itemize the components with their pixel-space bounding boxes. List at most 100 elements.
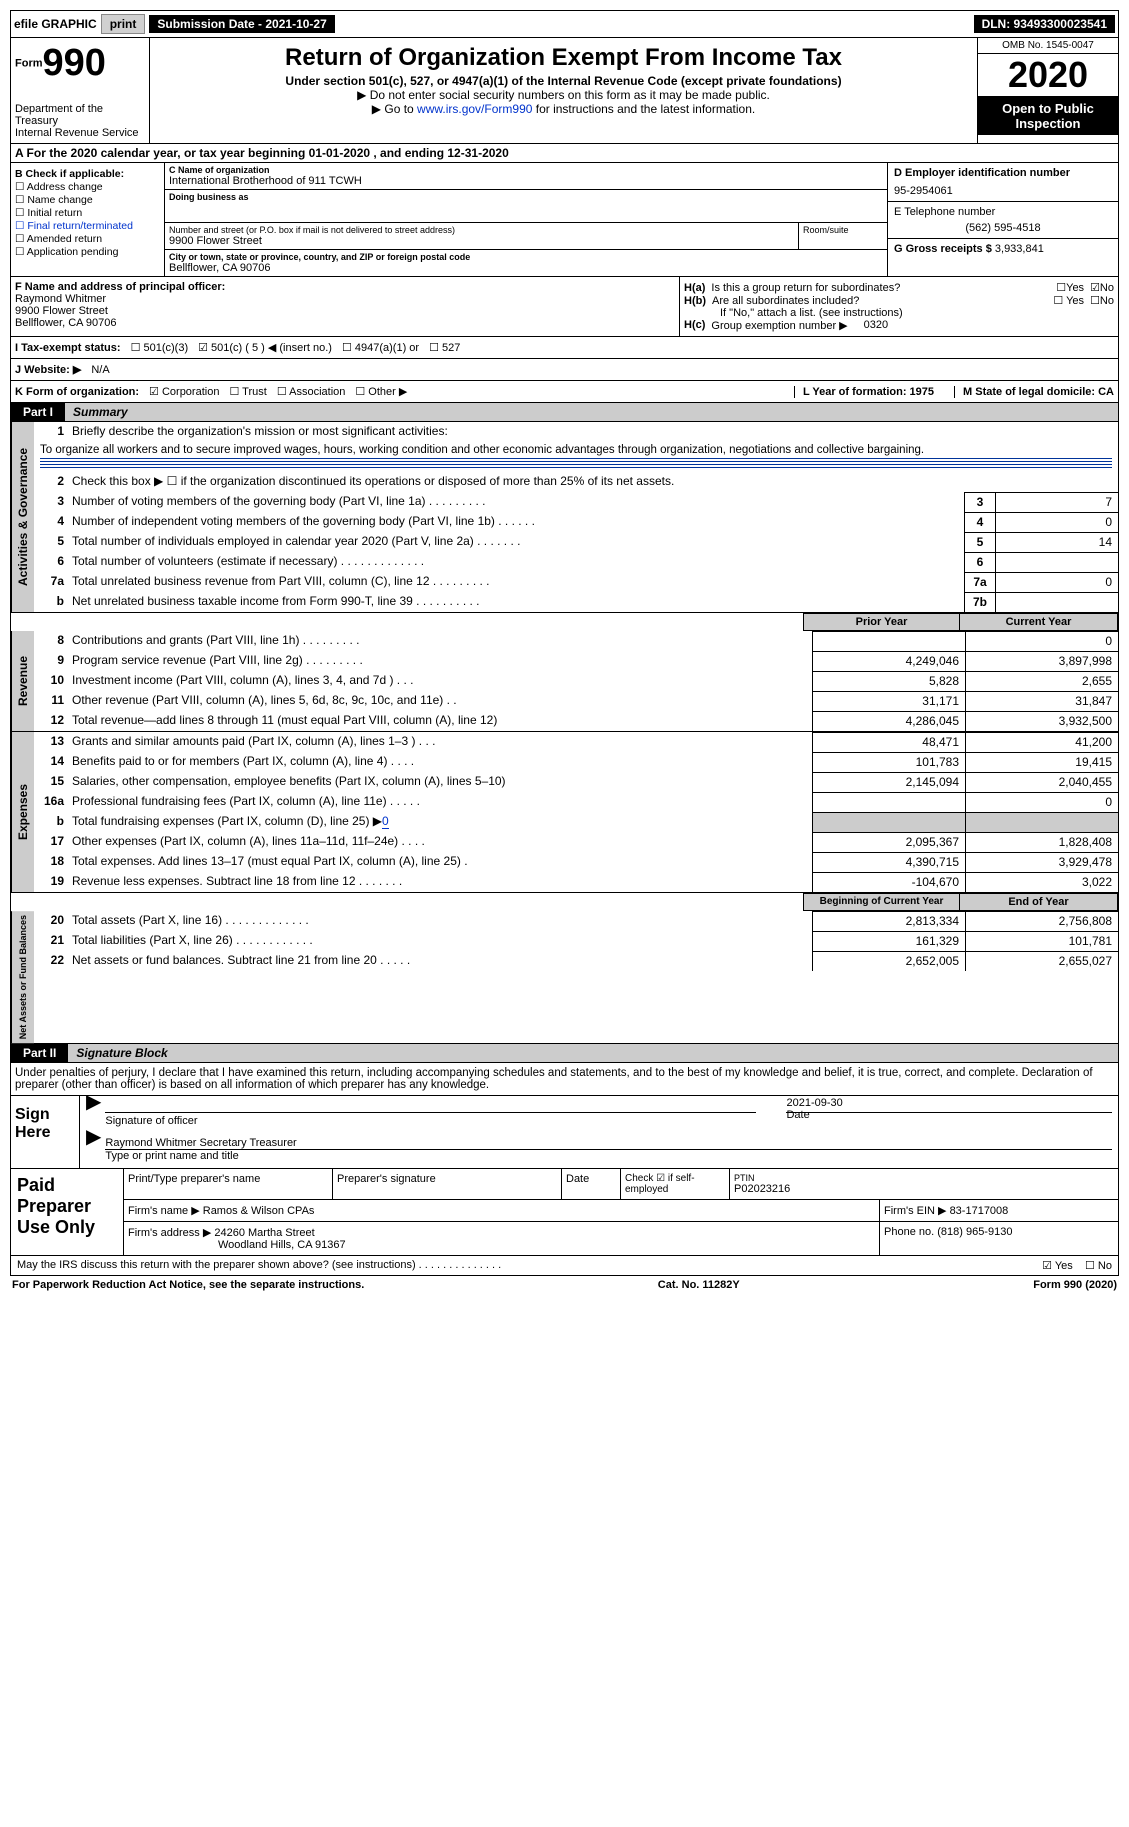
cb-address-change[interactable]: ☐ Address change	[15, 181, 160, 193]
ein-label: D Employer identification number	[894, 167, 1112, 179]
ha-no[interactable]: ☑No	[1090, 281, 1114, 294]
l21-curr: 101,781	[965, 931, 1118, 951]
l14-prior: 101,783	[812, 752, 965, 772]
title-box: Return of Organization Exempt From Incom…	[150, 38, 977, 143]
hdr-prior-year: Prior Year	[803, 613, 959, 631]
form-subtitle: Under section 501(c), 527, or 4947(a)(1)…	[154, 74, 973, 88]
l12-desc: Total revenue—add lines 8 through 11 (mu…	[68, 711, 812, 731]
part1-header: Part I Summary	[10, 403, 1119, 422]
arrow-icon: ▶	[86, 1102, 101, 1127]
firm-name-lbl: Firm's name ▶	[128, 1205, 200, 1217]
l22-curr: 2,655,027	[965, 951, 1118, 971]
arrow-icon: ▶	[86, 1137, 101, 1162]
l1-num: 1	[34, 422, 68, 442]
k-assoc[interactable]: ☐ Association	[277, 385, 346, 398]
year-box: OMB No. 1545-0047 2020 Open to Public In…	[977, 38, 1118, 143]
cb-final-return[interactable]: ☐ Final return/terminated	[15, 220, 160, 232]
l16b-num: b	[34, 812, 68, 832]
discuss-no[interactable]: ☐ No	[1085, 1260, 1112, 1272]
l12-curr: 3,932,500	[965, 711, 1118, 731]
l21-prior: 161,329	[812, 931, 965, 951]
submission-date: Submission Date - 2021-10-27	[149, 15, 334, 33]
sig-date-label: Date	[786, 1109, 809, 1121]
l4-val: 0	[995, 512, 1118, 532]
f-name: Raymond Whitmer	[15, 293, 675, 305]
k-other[interactable]: ☐ Other ▶	[355, 385, 407, 398]
k-trust[interactable]: ☐ Trust	[229, 385, 266, 398]
block-expenses: Expenses 13Grants and similar amounts pa…	[10, 732, 1119, 893]
sign-here-block: Sign Here ▶ Signature of officer 2021-09…	[10, 1096, 1119, 1169]
print-button[interactable]: print	[101, 14, 146, 34]
block-revenue: Revenue 8Contributions and grants (Part …	[10, 631, 1119, 732]
pp-self-emp[interactable]: Check ☑ if self-employed	[621, 1169, 730, 1199]
l12-prior: 4,286,045	[812, 711, 965, 731]
i-501c[interactable]: ☑ 501(c) ( 5 ) ◀ (insert no.)	[198, 341, 332, 354]
l14-curr: 19,415	[965, 752, 1118, 772]
l13-prior: 48,471	[812, 732, 965, 752]
side-revenue: Revenue	[11, 631, 34, 731]
org-name-label: C Name of organization	[169, 165, 883, 175]
i-527[interactable]: ☐ 527	[429, 341, 460, 354]
cb-app-pending[interactable]: ☐ Application pending	[15, 246, 160, 258]
hb-yes[interactable]: ☐ Yes	[1053, 294, 1084, 307]
l16a-prior	[812, 792, 965, 812]
cb-initial-return[interactable]: ☐ Initial return	[15, 207, 160, 219]
discuss-yes[interactable]: ☑ Yes	[1042, 1260, 1073, 1272]
col-headers-1: Prior Year Current Year	[10, 613, 1119, 631]
sign-here-label: Sign Here	[11, 1096, 80, 1168]
room-label: Room/suite	[803, 225, 883, 235]
form-number: 990	[43, 42, 106, 84]
f-addr1: 9900 Flower Street	[15, 305, 675, 317]
l11-prior: 31,171	[812, 691, 965, 711]
mission-text: To organize all workers and to secure im…	[40, 444, 924, 456]
section-fh: F Name and address of principal officer:…	[10, 277, 1119, 337]
f-label: F Name and address of principal officer:	[15, 281, 225, 293]
l13-desc: Grants and similar amounts paid (Part IX…	[68, 732, 812, 752]
gross-label: G Gross receipts $	[894, 243, 992, 255]
l22-desc: Net assets or fund balances. Subtract li…	[68, 951, 812, 971]
k-label: K Form of organization:	[15, 386, 139, 398]
cb-amended[interactable]: ☐ Amended return	[15, 233, 160, 245]
ptin-value: P02023216	[734, 1183, 1114, 1195]
type-name-label: Type or print name and title	[105, 1150, 1112, 1162]
part2-header: Part II Signature Block	[10, 1044, 1119, 1063]
footer-left: For Paperwork Reduction Act Notice, see …	[12, 1279, 364, 1291]
f-officer: F Name and address of principal officer:…	[11, 277, 680, 336]
hb-text: Are all subordinates included?	[712, 295, 1047, 307]
block-governance: Activities & Governance 1 Briefly descri…	[10, 422, 1119, 613]
dln-label: DLN: 93493300023541	[974, 15, 1115, 33]
paid-prep-label: Paid Preparer Use Only	[11, 1169, 124, 1255]
row-i-tax-status: I Tax-exempt status: ☐ 501(c)(3) ☑ 501(c…	[10, 337, 1119, 359]
row-k: K Form of organization: ☑ Corporation ☐ …	[10, 381, 1119, 403]
i-4947[interactable]: ☐ 4947(a)(1) or	[342, 341, 419, 354]
tel-value: (562) 595-4518	[894, 222, 1112, 234]
city-value: Bellflower, CA 90706	[169, 262, 883, 274]
discuss-text: May the IRS discuss this return with the…	[17, 1259, 501, 1272]
ha-yes[interactable]: ☐Yes	[1056, 281, 1084, 294]
pp-date-hdr: Date	[562, 1169, 621, 1199]
col-b-checkboxes: B Check if applicable: ☐ Address change …	[11, 163, 165, 276]
j-label: J Website: ▶	[15, 363, 81, 376]
ptin-label: PTIN	[734, 1173, 1114, 1183]
l22-prior: 2,652,005	[812, 951, 965, 971]
i-501c3[interactable]: ☐ 501(c)(3)	[131, 341, 189, 354]
dba-label: Doing business as	[169, 192, 883, 202]
sig-declaration: Under penalties of perjury, I declare th…	[10, 1063, 1119, 1096]
hb-no[interactable]: ☐No	[1090, 294, 1114, 307]
l17-curr: 1,828,408	[965, 832, 1118, 852]
form990-link[interactable]: www.irs.gov/Form990	[417, 102, 532, 116]
l6-desc: Total number of volunteers (estimate if …	[68, 552, 964, 572]
cb-name-change[interactable]: ☐ Name change	[15, 194, 160, 206]
form-header: Form990 Department of the Treasury Inter…	[10, 38, 1119, 144]
section-bcd: B Check if applicable: ☐ Address change …	[10, 163, 1119, 277]
l19-desc: Revenue less expenses. Subtract line 18 …	[68, 872, 812, 892]
org-name: International Brotherhood of 911 TCWH	[169, 175, 883, 187]
part2-title: Signature Block	[68, 1044, 1118, 1062]
open-inspection: Open to Public Inspection	[978, 97, 1118, 135]
phone-val: (818) 965-9130	[937, 1226, 1012, 1238]
side-net-assets: Net Assets or Fund Balances	[11, 911, 34, 1043]
l20-desc: Total assets (Part X, line 16) . . . . .…	[68, 911, 812, 931]
k-corp[interactable]: ☑ Corporation	[149, 385, 219, 398]
l14-desc: Benefits paid to or for members (Part IX…	[68, 752, 812, 772]
footer-cat: Cat. No. 11282Y	[658, 1279, 740, 1291]
